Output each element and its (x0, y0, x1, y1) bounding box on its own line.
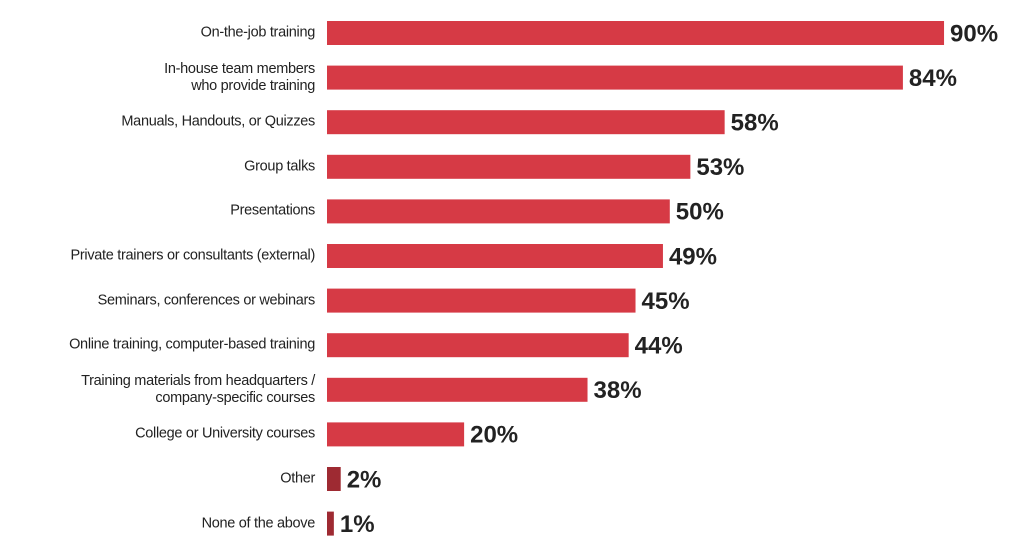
bar (327, 511, 334, 536)
value-label: 58% (731, 110, 779, 137)
value-label: 45% (642, 288, 690, 315)
category-label: College or University courses (135, 425, 315, 442)
category-label: On-the-job training (200, 24, 316, 41)
value-label: 38% (594, 377, 642, 404)
value-label: 20% (470, 422, 518, 449)
value-label: 90% (950, 20, 998, 47)
value-label: 2% (347, 466, 382, 493)
category-label: None of the above (201, 515, 316, 532)
bar (327, 467, 341, 491)
value-label: 84% (909, 65, 957, 92)
category-label: Presentations (230, 202, 315, 219)
category-label: Online training, computer-based training (69, 336, 315, 353)
category-label: Group talks (244, 158, 315, 175)
bar (327, 422, 465, 447)
bar (327, 21, 945, 45)
bar (327, 154, 691, 179)
bar (327, 244, 663, 268)
value-label: 44% (635, 333, 683, 360)
category-label: Private trainers or consultants (externa… (70, 247, 316, 264)
bar (327, 65, 903, 90)
bar (327, 377, 588, 402)
bar (327, 110, 725, 135)
bar (327, 199, 670, 224)
bar (327, 333, 629, 358)
value-label: 1% (340, 511, 375, 538)
value-label: 49% (669, 243, 717, 270)
category-label: Training materials from headquarters / c… (81, 372, 315, 406)
value-label: 53% (696, 154, 744, 181)
category-label: Seminars, conferences or webinars (97, 292, 316, 309)
bar (327, 288, 636, 313)
category-label: Manuals, Handouts, or Quizzes (121, 113, 315, 130)
category-label: Other (280, 470, 315, 487)
category-label: In-house team members who provide traini… (164, 60, 315, 94)
value-label: 50% (676, 199, 724, 226)
